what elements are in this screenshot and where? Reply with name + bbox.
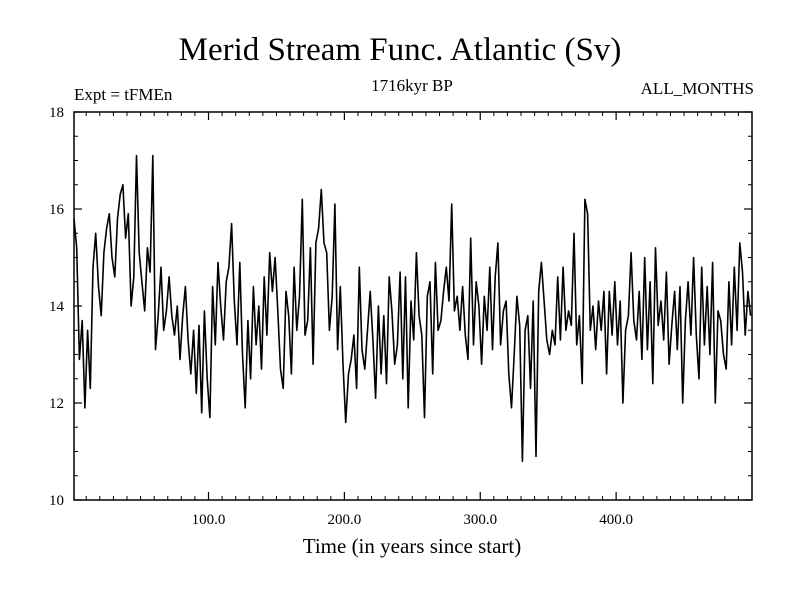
x-axis-label: Time (in years since start) (302, 534, 522, 558)
x-tick-label: 300.0 (463, 512, 497, 528)
x-tick-label: 100.0 (192, 512, 226, 528)
y-tick-label: 12 (49, 396, 64, 412)
experiment-label: Expt = tFMEn (74, 85, 173, 104)
y-tick-label: 14 (49, 299, 65, 315)
months-label: ALL_MONTHS (640, 79, 754, 98)
y-tick-label: 10 (49, 493, 64, 509)
period-label: 1716kyr BP (371, 76, 453, 95)
chart-title: Merid Stream Func. Atlantic (Sv) (178, 32, 622, 68)
y-tick-label: 16 (49, 202, 65, 218)
y-tick-label: 18 (49, 105, 64, 121)
series-line-amoc (73, 154, 752, 463)
x-tick-label: 400.0 (599, 512, 633, 528)
x-tick-label: 200.0 (328, 512, 362, 528)
